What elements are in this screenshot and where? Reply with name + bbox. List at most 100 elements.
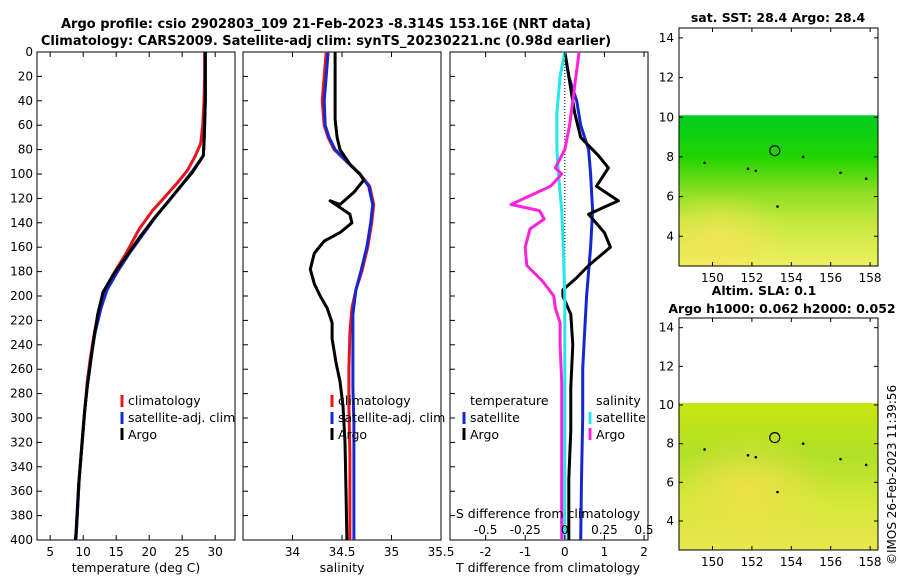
temp-ytick-label: 220	[10, 313, 33, 327]
diff-xtick-label: 0	[561, 545, 569, 559]
diff-xtick-label: -1	[519, 545, 531, 559]
sla-xtick-label: 154	[780, 555, 803, 569]
sst-ytick-label: 14	[659, 31, 674, 45]
diff-xtick-label: 2	[640, 545, 648, 559]
sst-xtick-label: 158	[859, 271, 882, 285]
salinity-axes-frame	[242, 51, 442, 541]
sst-island-speck	[839, 171, 842, 175]
sst-xtick-label: 152	[740, 271, 763, 285]
salinity-xlabel: salinity	[320, 560, 365, 575]
sla-island-speck	[754, 455, 758, 459]
diff-x2tick-label: 0	[561, 523, 569, 537]
temp-ytick-label: 120	[10, 191, 33, 205]
diff-x2tick-label: 0.25	[591, 523, 618, 537]
sal-xtick-label: 35.5	[428, 545, 455, 559]
diff-x2tick-label: -0.25	[510, 523, 541, 537]
temp-xtick-label: 10	[76, 545, 91, 559]
temp-ytick-label: 0	[25, 45, 33, 59]
sla-island-speck	[746, 453, 750, 457]
temp-ytick-label: 140	[10, 216, 33, 230]
figure-title-line-2: Climatology: CARS2009. Satellite-adj cli…	[41, 34, 611, 49]
sla-ytick-label: 4	[666, 514, 674, 528]
sal-series-satellite-adj-clim	[322, 51, 375, 540]
diff-xtick-label: 1	[601, 545, 609, 559]
diff-legend-label-t-satellite: satellite	[470, 410, 520, 425]
diff-legend-label-s-argo: Argo	[596, 427, 625, 442]
sla-xtick-label: 150	[701, 555, 724, 569]
difference-legend: temperature satellite Argo salinity sate…	[462, 393, 646, 442]
sla-map-subtitle: Argo h1000: 0.062 h2000: 0.052	[668, 301, 895, 316]
sal-legend-label-climatology: climatology	[338, 393, 411, 408]
sst-ytick-label: 6	[666, 190, 674, 204]
sal-xtick-label: 34.5	[329, 545, 356, 559]
sst-ytick-label: 4	[666, 229, 674, 243]
temp-ytick-label: 240	[10, 338, 33, 352]
sla-ytick-label: 8	[666, 437, 674, 451]
sla-island-speck	[864, 463, 868, 467]
sal-legend-label-argo: Argo	[338, 427, 367, 442]
temp-ytick-label: 100	[10, 167, 33, 181]
temp-xtick-label: 30	[208, 545, 223, 559]
sla-island-speck	[776, 490, 779, 494]
sst-xtick-label: 150	[701, 271, 724, 285]
diff-x2tick-label: -0.5	[474, 523, 497, 537]
diff-legend-label-s-satellite: satellite	[596, 410, 646, 425]
temp-xtick-label: 15	[109, 545, 124, 559]
diff-x2tick-label: 0.5	[634, 523, 653, 537]
temp-xtick-label: 25	[175, 545, 190, 559]
sla-map-panel: Altim. SLA: 0.1 Argo h1000: 0.062 h2000:…	[659, 283, 896, 569]
temp-legend-label-climatology: climatology	[128, 393, 201, 408]
sla-warm-patch	[679, 403, 878, 550]
diff-series-t-argo	[561, 51, 620, 540]
temp-ytick-label: 300	[10, 411, 33, 425]
diff-legend-salinity-header: salinity	[596, 393, 641, 408]
difference-xlabel: T difference from climatology	[455, 560, 641, 575]
temp-xtick-label: 5	[46, 545, 54, 559]
temp-ytick-label: 400	[10, 533, 33, 547]
sal-xtick-label: 35	[384, 545, 399, 559]
temp-legend-label-argo: Argo	[128, 427, 157, 442]
temp-ytick-label: 200	[10, 289, 33, 303]
diff-legend-temperature-header: temperature	[470, 393, 549, 408]
diff-series-t-satellite	[563, 51, 595, 541]
sla-ytick-label: 14	[659, 321, 674, 335]
sst-argo-position-marker	[769, 145, 781, 157]
sla-argo-position-marker	[769, 431, 781, 444]
temperature-legend: climatology satellite-adj. clim Argo	[120, 393, 235, 442]
sla-map-title: Altim. SLA: 0.1	[712, 283, 817, 298]
temp-ytick-label: 280	[10, 387, 33, 401]
sst-island-speck	[703, 161, 706, 165]
salinity-panel: 34 34.5 35 35.5 salinity climatology satell…	[242, 51, 455, 575]
diff-series-s-argo	[509, 51, 581, 540]
sla-ytick-label: 12	[659, 359, 674, 373]
figure-title-line-1: Argo profile: csio 2902803_109 21-Feb-20…	[61, 17, 591, 32]
sst-map-title: sat. SST: 28.4 Argo: 28.4	[691, 10, 866, 25]
sst-warm-patch	[679, 115, 878, 266]
sst-island-speck	[776, 205, 779, 208]
temp-ytick-label: 40	[18, 94, 33, 108]
sst-ytick-label: 12	[659, 71, 674, 85]
diff-series-s-satellite	[555, 51, 567, 540]
temp-ytick-label: 340	[10, 460, 33, 474]
temp-ytick-label: 320	[10, 435, 33, 449]
imos-timestamp: ©IMOS 26-Feb-2023 11:39:56	[885, 385, 899, 565]
sla-island-speck	[703, 448, 706, 451]
temp-legend-label-satellite: satellite-adj. clim	[128, 410, 235, 425]
sst-xtick-label: 156	[819, 271, 842, 285]
temp-xtick-label: 20	[142, 545, 157, 559]
sla-ytick-label: 6	[666, 475, 674, 489]
sal-legend-label-satellite: satellite-adj. clim	[338, 410, 445, 425]
temp-ytick-label: 260	[10, 362, 33, 376]
sla-island-speck	[801, 442, 805, 445]
temp-ytick-label: 180	[10, 265, 33, 279]
diff-xtick-label: -2	[480, 545, 492, 559]
sla-island-speck	[839, 457, 842, 461]
sal-xtick-label: 34	[285, 545, 300, 559]
diff-legend-label-t-argo: Argo	[470, 427, 499, 442]
sst-ytick-label: 10	[659, 110, 674, 124]
temperature-panel: 5 10 15 20 25 30 0 20 40 60 80 100 120 140 160 180 200 2…	[10, 45, 236, 575]
sla-xtick-label: 156	[819, 555, 842, 569]
sla-ytick-label: 10	[659, 398, 674, 412]
temp-ytick-label: 20	[18, 69, 33, 83]
sla-xtick-label: 158	[859, 555, 882, 569]
